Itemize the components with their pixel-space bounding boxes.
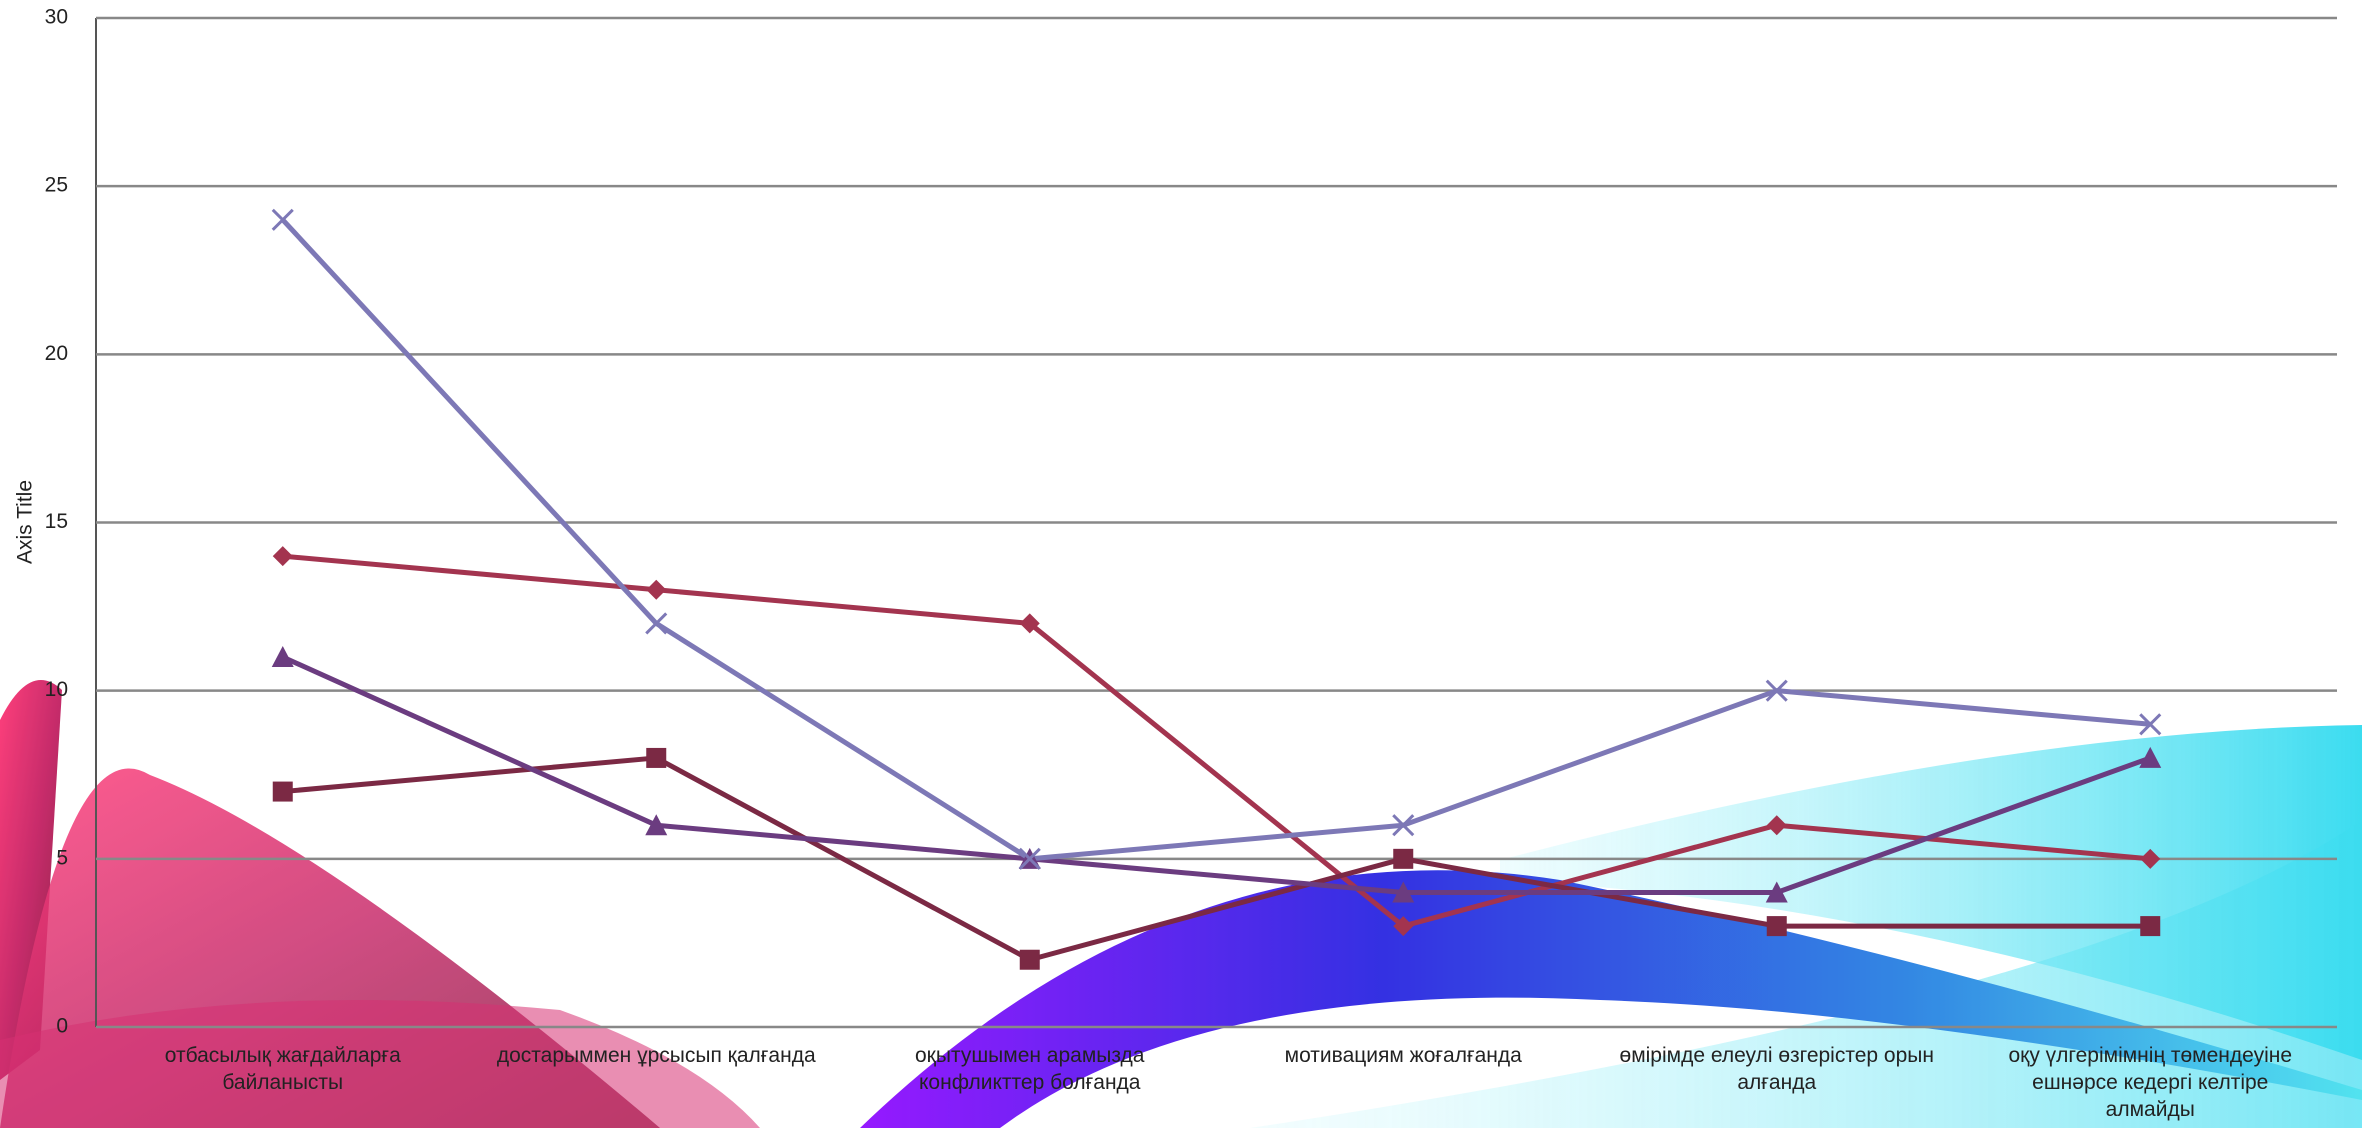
marker bbox=[645, 814, 668, 836]
x-tick-label: мотивациям жоғалғанда bbox=[1284, 1044, 1522, 1067]
marker bbox=[646, 747, 667, 768]
x-tick-label: оқытушымен арамызда конфликттер болғанда bbox=[915, 1044, 1145, 1094]
y-tick-label: 5 bbox=[56, 846, 68, 869]
marker bbox=[646, 579, 667, 600]
marker bbox=[1019, 949, 1040, 970]
marker bbox=[645, 612, 668, 635]
marker bbox=[1766, 916, 1787, 937]
marker bbox=[1766, 815, 1787, 836]
marker bbox=[1393, 848, 1414, 869]
marker bbox=[1765, 881, 1788, 903]
marker bbox=[272, 546, 293, 567]
marker bbox=[1392, 881, 1415, 903]
y-tick-label: 10 bbox=[45, 678, 68, 701]
marker bbox=[2140, 848, 2161, 869]
marker bbox=[1019, 613, 1040, 634]
y-tick-label: 0 bbox=[56, 1015, 68, 1038]
marker bbox=[2140, 916, 2161, 937]
series-line bbox=[282, 755, 2151, 963]
y-axis-title: Axis Title bbox=[14, 480, 37, 564]
x-tick-label: достарыммен ұрсысып қалғанда bbox=[496, 1044, 816, 1067]
series-line bbox=[281, 654, 2152, 895]
marker bbox=[272, 781, 293, 802]
marker bbox=[1018, 847, 1041, 870]
y-tick-label: 15 bbox=[45, 510, 68, 533]
marker bbox=[1765, 679, 1788, 702]
y-tick-label: 25 bbox=[45, 174, 68, 197]
marker bbox=[2139, 746, 2162, 768]
x-tick-label: отбасылық жағдайларға байланысты bbox=[164, 1044, 401, 1094]
x-tick-label: оқу үлгерімімнің төмендеуіне ешнәрсе кед… bbox=[2008, 1044, 2293, 1121]
x-tick-label: өмірімде елеулі өзгерістер орын алғанда bbox=[1619, 1044, 1934, 1094]
marker bbox=[1392, 814, 1415, 837]
y-tick-label: 30 bbox=[45, 6, 68, 29]
series-line bbox=[280, 218, 2151, 862]
series-line bbox=[282, 553, 2151, 929]
marker bbox=[271, 646, 294, 668]
marker bbox=[2139, 713, 2162, 736]
marker bbox=[271, 208, 294, 231]
y-tick-label: 20 bbox=[45, 342, 68, 365]
marker bbox=[1393, 916, 1414, 937]
